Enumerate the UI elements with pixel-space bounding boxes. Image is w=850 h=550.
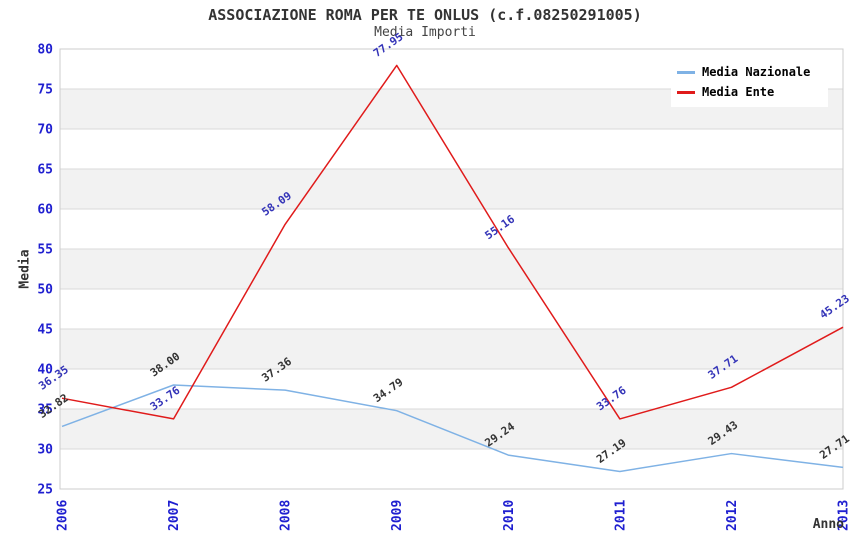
y-tick-label: 60 (37, 203, 53, 218)
chart-title: ASSOCIAZIONE ROMA PER TE ONLUS (c.f.0825… (208, 6, 642, 24)
legend-label-media-ente: Media Ente (702, 85, 775, 99)
x-tick-label: 2008 (279, 500, 294, 531)
media-ente-line-marker (677, 90, 695, 94)
x-tick-label: 2010 (502, 500, 517, 531)
plot-band (60, 329, 843, 369)
x-axis-title: Anno (812, 517, 844, 532)
x-tick-label: 2007 (167, 500, 182, 531)
y-tick-label: 70 (37, 123, 53, 138)
y-tick-label: 75 (37, 83, 53, 98)
y-tick-label: 50 (37, 283, 53, 298)
legend-item-media-ente: Media Ente (677, 82, 822, 102)
chart-subtitle: Media Importi (374, 25, 476, 40)
legend-item-media-nazionale: Media Nazionale (677, 62, 822, 82)
plot-border (59, 48, 844, 490)
y-tick-label: 35 (37, 403, 53, 418)
plot-band (60, 129, 843, 169)
legend-label-media-nazionale: Media Nazionale (702, 65, 811, 79)
plot-band (60, 209, 843, 249)
y-tick-label: 30 (37, 443, 53, 458)
y-tick-label: 65 (37, 163, 53, 178)
plot-band (60, 449, 843, 489)
x-tick-label: 2011 (613, 500, 628, 531)
y-tick-label: 55 (37, 243, 53, 258)
x-tick-label: 2009 (390, 500, 405, 531)
plot-band (60, 289, 843, 329)
series-line-media-ente (61, 64, 844, 420)
x-tick-label: 2012 (725, 500, 740, 531)
y-tick-label: 80 (37, 43, 53, 58)
y-tick-label: 40 (37, 363, 53, 378)
y-axis-title: Media (17, 249, 33, 289)
x-tick-label: 2006 (56, 500, 71, 531)
legend: Media Nazionale Media Ente (671, 57, 828, 107)
y-tick-label: 45 (37, 323, 53, 338)
plot-band (60, 409, 843, 449)
y-tick-label: 25 (37, 483, 53, 498)
x-tick-label: 2013 (837, 500, 850, 531)
plot-band (60, 249, 843, 289)
plot-band (60, 169, 843, 209)
media-nazionale-line-marker (677, 70, 695, 74)
